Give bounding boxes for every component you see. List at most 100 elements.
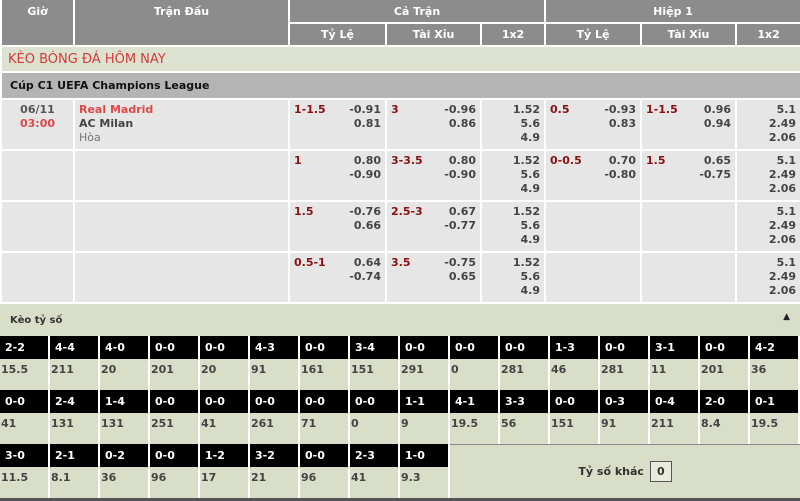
match-odds-row: 06/11 03:00 Real Madrid AC Milan Hòa 1-1.5 -0.… (0, 98, 800, 151)
odds-value[interactable]: 0.65 (703, 154, 732, 167)
odds-value[interactable]: 0.66 (353, 219, 381, 232)
triangle-up-icon[interactable]: ▲ (783, 312, 790, 322)
score-cell[interactable]: 0-0 261 (250, 390, 300, 444)
h1-1x2: 5.1 2.49 2.06 (735, 98, 800, 151)
1x2-odds[interactable]: 2.49 (768, 219, 797, 232)
1x2-odds[interactable]: 1.52 (512, 154, 541, 167)
1x2-odds[interactable]: 2.06 (768, 131, 797, 144)
odds-value[interactable]: -0.91 (349, 103, 381, 116)
score-cell[interactable]: 3-3 56 (500, 390, 550, 444)
1x2-odds[interactable]: 5.1 (776, 256, 797, 269)
score-cell[interactable]: 0-0 251 (150, 390, 200, 444)
score-cell[interactable]: 3-4 151 (350, 336, 400, 390)
other-score-value[interactable]: 0 (649, 461, 672, 482)
score-cell[interactable]: 0-0 71 (300, 390, 350, 444)
odds-value[interactable]: 0.65 (448, 270, 476, 283)
score-cell[interactable]: 0-0 96 (300, 444, 350, 498)
1x2-odds[interactable]: 2.06 (768, 284, 797, 297)
score-cell[interactable]: 1-0 9.3 (400, 444, 450, 498)
h1-over-under (640, 200, 738, 253)
score-cell[interactable]: 4-4 211 (50, 336, 100, 390)
score-cell[interactable]: 2-1 8.1 (50, 444, 100, 498)
score-cell[interactable]: 0-0 291 (400, 336, 450, 390)
home-team[interactable]: Real Madrid (79, 103, 154, 116)
score-cell[interactable]: 0-0 201 (700, 336, 750, 390)
score-cell[interactable]: 0-0 41 (200, 390, 250, 444)
odds-value[interactable]: 0.86 (448, 117, 476, 130)
score-cell[interactable]: 3-0 11.5 (0, 444, 50, 498)
score-cell[interactable]: 4-3 91 (250, 336, 300, 390)
score-cell[interactable]: 0-3 91 (600, 390, 650, 444)
score-odds: 9.3 (401, 471, 421, 484)
1x2-odds[interactable]: 5.6 (520, 168, 541, 181)
score-cell[interactable]: 1-4 131 (100, 390, 150, 444)
1x2-odds[interactable]: 1.52 (512, 103, 541, 116)
1x2-odds[interactable]: 2.49 (768, 270, 797, 283)
odds-value[interactable]: 0.80 (448, 154, 476, 167)
odds-value[interactable]: 0.83 (608, 117, 637, 130)
odds-value[interactable]: -0.93 (604, 103, 637, 116)
odds-value[interactable]: -0.90 (349, 168, 381, 181)
away-team[interactable]: AC Milan (79, 117, 134, 130)
1x2-odds[interactable]: 2.06 (768, 233, 797, 246)
1x2-odds[interactable]: 5.1 (776, 103, 797, 116)
1x2-odds[interactable]: 1.52 (512, 256, 541, 269)
1x2-odds[interactable]: 1.52 (512, 205, 541, 218)
score-cell[interactable]: 0-2 36 (100, 444, 150, 498)
score-cell[interactable]: 4-0 20 (100, 336, 150, 390)
odds-value[interactable]: -0.90 (444, 168, 476, 181)
score-cell[interactable]: 3-2 21 (250, 444, 300, 498)
score-cell[interactable]: 0-4 211 (650, 390, 700, 444)
odds-value[interactable]: 0.96 (703, 103, 732, 116)
score-cell[interactable]: 0-0 0 (450, 336, 500, 390)
1x2-odds[interactable]: 4.9 (520, 182, 541, 195)
score-cell[interactable]: 1-2 17 (200, 444, 250, 498)
score-cell[interactable]: 0-0 161 (300, 336, 350, 390)
score-cell[interactable]: 4-1 19.5 (450, 390, 500, 444)
odds-value[interactable]: -0.77 (444, 219, 476, 232)
score-cell[interactable]: 2-2 15.5 (0, 336, 50, 390)
1x2-odds[interactable]: 2.49 (768, 168, 797, 181)
1x2-odds[interactable]: 5.6 (520, 270, 541, 283)
1x2-odds[interactable]: 5.1 (776, 205, 797, 218)
score-cell[interactable]: 1-1 9 (400, 390, 450, 444)
score-cell[interactable]: 0-0 0 (350, 390, 400, 444)
odds-value[interactable]: -0.74 (349, 270, 381, 283)
score-label: 4-2 (750, 336, 798, 359)
1x2-odds[interactable]: 2.06 (768, 182, 797, 195)
ft-handicap: 1-1.5 -0.91 0.81 (288, 98, 387, 151)
score-cell[interactable]: 0-0 281 (600, 336, 650, 390)
score-cell[interactable]: 0-0 281 (500, 336, 550, 390)
score-cell[interactable]: 0-0 96 (150, 444, 200, 498)
score-cell[interactable]: 0-0 201 (150, 336, 200, 390)
score-cell[interactable]: 2-3 41 (350, 444, 400, 498)
score-cell[interactable]: 2-4 131 (50, 390, 100, 444)
score-cell[interactable]: 0-0 151 (550, 390, 600, 444)
score-cell[interactable]: 1-3 46 (550, 336, 600, 390)
odds-value[interactable]: -0.76 (349, 205, 381, 218)
score-cell[interactable]: 3-1 11 (650, 336, 700, 390)
odds-value[interactable]: -0.96 (444, 103, 476, 116)
odds-value[interactable]: 0.70 (608, 154, 637, 167)
score-cell[interactable]: 0-1 19.5 (750, 390, 800, 444)
odds-value[interactable]: 0.67 (448, 205, 476, 218)
odds-value[interactable]: -0.75 (699, 168, 732, 181)
odds-value[interactable]: -0.80 (604, 168, 637, 181)
1x2-odds[interactable]: 4.9 (520, 284, 541, 297)
1x2-odds[interactable]: 2.49 (768, 117, 797, 130)
league-name[interactable]: Cúp C1 UEFA Champions League (0, 71, 800, 100)
score-cell[interactable]: 4-2 36 (750, 336, 800, 390)
odds-value[interactable]: 0.64 (353, 256, 381, 269)
1x2-odds[interactable]: 5.1 (776, 154, 797, 167)
1x2-odds[interactable]: 5.6 (520, 219, 541, 232)
score-cell[interactable]: 2-0 8.4 (700, 390, 750, 444)
odds-value[interactable]: -0.75 (444, 256, 476, 269)
score-cell[interactable]: 0-0 20 (200, 336, 250, 390)
score-cell[interactable]: 0-0 41 (0, 390, 50, 444)
odds-value[interactable]: 0.81 (353, 117, 381, 130)
1x2-odds[interactable]: 5.6 (520, 117, 541, 130)
1x2-odds[interactable]: 4.9 (520, 233, 541, 246)
1x2-odds[interactable]: 4.9 (520, 131, 541, 144)
odds-value[interactable]: 0.80 (353, 154, 381, 167)
odds-value[interactable]: 0.94 (703, 117, 732, 130)
